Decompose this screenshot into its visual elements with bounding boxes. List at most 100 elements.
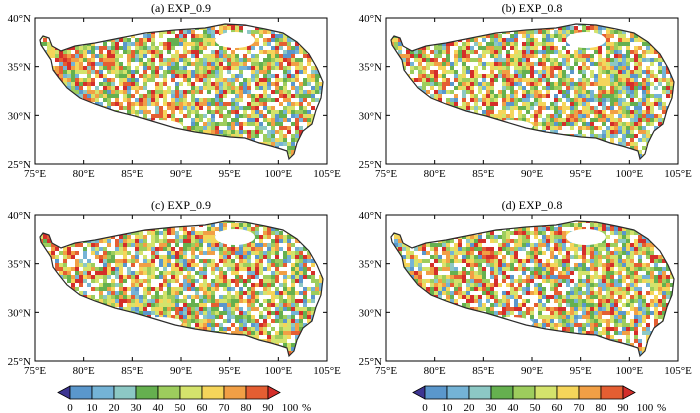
lon-tick-label: 90°E bbox=[521, 365, 543, 377]
lon-tick-label: 95°E bbox=[570, 168, 592, 180]
panel-c-map bbox=[39, 220, 324, 358]
lon-tick-label: 100°E bbox=[616, 365, 644, 377]
lat-tick-label: 25°N bbox=[8, 159, 31, 171]
colorbar-swatch bbox=[600, 385, 624, 400]
plateau-boundary bbox=[390, 23, 675, 161]
lon-tick-label: 105°E bbox=[664, 168, 692, 180]
panel-d: (d) EXP_0.8 75°E 80°E 85°E 90°E 95°E 100°E 105… bbox=[359, 198, 692, 377]
colorbar-upper-triangle bbox=[622, 385, 636, 400]
colorbar-left: 0 10 20 30 40 50 60 70 80 90 100% bbox=[57, 385, 311, 413]
lon-tick-label: 90°E bbox=[521, 168, 543, 180]
colorbar-tick-label: 70 bbox=[574, 402, 586, 413]
lon-tick-label: 85°E bbox=[121, 168, 143, 180]
colorbar-swatch bbox=[578, 385, 602, 400]
colorbar-swatch bbox=[512, 385, 536, 400]
lon-tick-label: 85°E bbox=[472, 168, 494, 180]
colorbar-tick-label: 0 bbox=[422, 402, 428, 413]
lon-tick-label: 100°E bbox=[265, 365, 293, 377]
colorbar-tick-label: 20 bbox=[109, 402, 121, 413]
panel-c: (c) EXP_0.9 75°E 80°E 85°E 90°E 95°E 100°E 105… bbox=[8, 198, 341, 377]
panel-d-map bbox=[390, 220, 675, 358]
lat-tick-label: 35°N bbox=[8, 62, 31, 74]
colorbar-tick-label: 60 bbox=[552, 402, 564, 413]
lon-tick-label: 105°E bbox=[313, 365, 341, 377]
lon-tick-label: 75°E bbox=[24, 168, 46, 180]
colorbar-unit: % bbox=[302, 402, 311, 413]
lat-tick-label: 25°N bbox=[359, 356, 382, 368]
colorbar-lower-triangle bbox=[57, 385, 71, 400]
colorbar-tick-label: 50 bbox=[175, 402, 187, 413]
colorbar-unit: % bbox=[657, 402, 666, 413]
colorbar-swatch bbox=[157, 385, 181, 400]
lon-tick-label: 75°E bbox=[24, 365, 46, 377]
panel-b: (b) EXP_0.8 75°E 80°E 85°E 90°E 95°E 100°E 105… bbox=[359, 1, 692, 180]
panel-a-ticks: 75°E 80°E 85°E 90°E 95°E 100°E 105°E 40°N 35°N 30… bbox=[8, 13, 341, 180]
panel-d-ticks: 75°E 80°E 85°E 90°E 95°E 100°E 105°E 40°N 35°N 30… bbox=[359, 210, 692, 377]
colorbar-tick-label: 30 bbox=[131, 402, 143, 413]
colorbar-tick-label: 70 bbox=[219, 402, 231, 413]
lon-tick-label: 95°E bbox=[219, 168, 241, 180]
lat-tick-label: 35°N bbox=[359, 259, 382, 271]
lon-tick-label: 80°E bbox=[424, 365, 446, 377]
colorbar-swatch bbox=[490, 385, 514, 400]
colorbar-upper-triangle bbox=[267, 385, 281, 400]
lat-tick-label: 25°N bbox=[8, 356, 31, 368]
lon-tick-label: 80°E bbox=[73, 365, 95, 377]
panel-a: (a) EXP_0.9 75°E 80°E 85°E 90°E 95°E 100°E 105… bbox=[8, 1, 341, 180]
colorbar-swatch bbox=[223, 385, 247, 400]
colorbar-swatch bbox=[91, 385, 115, 400]
lon-tick-label: 85°E bbox=[121, 365, 143, 377]
lat-tick-label: 40°N bbox=[8, 13, 31, 25]
colorbar-tick-label: 10 bbox=[442, 402, 454, 413]
colorbar-tick-label: 90 bbox=[263, 402, 275, 413]
plateau-boundary bbox=[39, 220, 324, 358]
panel-c-title: (c) EXP_0.9 bbox=[151, 198, 211, 212]
colorbar-swatch bbox=[446, 385, 470, 400]
plateau-boundary bbox=[390, 220, 675, 358]
colorbar-swatch bbox=[201, 385, 225, 400]
lon-tick-label: 105°E bbox=[313, 168, 341, 180]
panel-a-title: (a) EXP_0.9 bbox=[151, 1, 211, 15]
lat-tick-label: 40°N bbox=[359, 13, 382, 25]
colorbar-swatch bbox=[179, 385, 203, 400]
lat-tick-label: 35°N bbox=[359, 62, 382, 74]
lon-tick-label: 80°E bbox=[73, 168, 95, 180]
colorbar-tick-label: 100 bbox=[637, 402, 654, 413]
lat-tick-label: 30°N bbox=[8, 110, 31, 122]
lon-tick-label: 90°E bbox=[170, 365, 192, 377]
panel-d-title: (d) EXP_0.8 bbox=[502, 198, 563, 212]
lon-tick-label: 100°E bbox=[616, 168, 644, 180]
lat-tick-label: 35°N bbox=[8, 259, 31, 271]
colorbar-tick-label: 40 bbox=[508, 402, 520, 413]
panel-b-ticks: 75°E 80°E 85°E 90°E 95°E 100°E 105°E 40°N 35°N 30… bbox=[359, 13, 692, 180]
lon-tick-label: 95°E bbox=[570, 365, 592, 377]
colorbar-swatch bbox=[245, 385, 269, 400]
colorbar-tick-label: 30 bbox=[486, 402, 498, 413]
colorbar-tick-label: 90 bbox=[618, 402, 630, 413]
colorbar-tick-label: 60 bbox=[197, 402, 209, 413]
colorbar-right: 0 10 20 30 40 50 60 70 80 90 100% bbox=[412, 385, 666, 413]
colorbar-swatch bbox=[113, 385, 137, 400]
colorbar-tick-label: 20 bbox=[464, 402, 476, 413]
lat-tick-label: 30°N bbox=[8, 307, 31, 319]
lon-tick-label: 85°E bbox=[472, 365, 494, 377]
lat-tick-label: 40°N bbox=[8, 210, 31, 222]
colorbar-tick-label: 0 bbox=[67, 402, 73, 413]
lat-tick-label: 25°N bbox=[359, 159, 382, 171]
lon-tick-label: 75°E bbox=[375, 168, 397, 180]
colorbar-tick-label: 50 bbox=[530, 402, 542, 413]
lon-tick-label: 105°E bbox=[664, 365, 692, 377]
colorbar-tick-label: 10 bbox=[87, 402, 99, 413]
colorbar-tick-label: 40 bbox=[153, 402, 165, 413]
lat-tick-label: 30°N bbox=[359, 307, 382, 319]
lat-tick-label: 40°N bbox=[359, 210, 382, 222]
lon-tick-label: 95°E bbox=[219, 365, 241, 377]
colorbar-tick-label: 80 bbox=[241, 402, 253, 413]
colorbar-swatch bbox=[424, 385, 448, 400]
colorbar-lower-triangle bbox=[412, 385, 426, 400]
lon-tick-label: 80°E bbox=[424, 168, 446, 180]
colorbar-swatch bbox=[69, 385, 93, 400]
lon-tick-label: 100°E bbox=[265, 168, 293, 180]
colorbar-swatch bbox=[556, 385, 580, 400]
colorbar-tick-label: 80 bbox=[596, 402, 608, 413]
